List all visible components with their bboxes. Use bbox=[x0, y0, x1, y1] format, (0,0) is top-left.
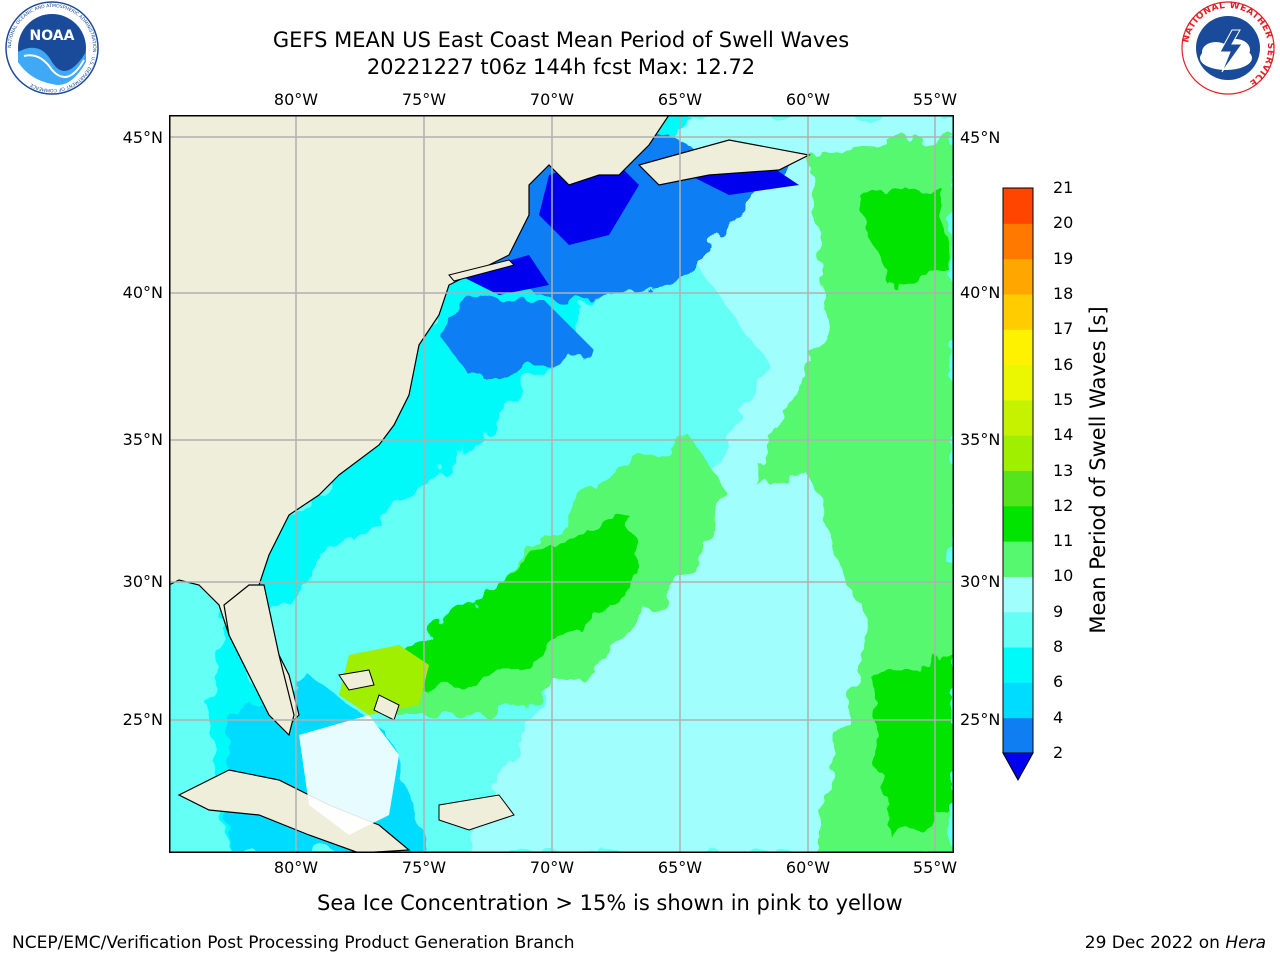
lat-tick-left: 30°N bbox=[122, 572, 163, 591]
lat-tick-right: 30°N bbox=[960, 572, 1001, 591]
contour-below-2-li bbox=[459, 255, 549, 295]
land-florida bbox=[223, 584, 295, 737]
credit-right: 29 Dec 2022 on Hera bbox=[1085, 933, 1266, 953]
colorbar-tick-label: 14 bbox=[1053, 425, 1074, 445]
bahamas-banks bbox=[299, 715, 399, 835]
colorbar-tick-label: 17 bbox=[1053, 319, 1074, 339]
colorbar-bin bbox=[1003, 541, 1033, 577]
colorbar-bin bbox=[1003, 329, 1033, 366]
colorbar-tick-label: 16 bbox=[1053, 354, 1074, 374]
contour-8-9-center bbox=[589, 475, 869, 853]
colorbar-tick-label: 6 bbox=[1053, 672, 1064, 692]
noaa-logo: NOAA NATIONAL OCEANIC AND ATMOSPHERIC AD… bbox=[5, 1, 99, 95]
lat-tick-right: 35°N bbox=[960, 430, 1001, 449]
colorbar-tick-label: 19 bbox=[1053, 248, 1074, 268]
colorbar-tick-label: 10 bbox=[1053, 566, 1074, 586]
lat-tick-right: 40°N bbox=[960, 283, 1001, 302]
colorbar-tick-label: 2 bbox=[1053, 743, 1064, 762]
colorbar-bin bbox=[1003, 293, 1033, 330]
credit-left: NCEP/EMC/Verification Post Processing Pr… bbox=[12, 933, 575, 953]
lat-tick-left: 40°N bbox=[122, 283, 163, 302]
land-long-island bbox=[448, 259, 515, 282]
lon-tick-top: 80°W bbox=[273, 90, 319, 109]
lat-tick-left: 25°N bbox=[122, 710, 163, 729]
colorbar-bin bbox=[1003, 470, 1033, 507]
lat-tick-left: 35°N bbox=[122, 430, 163, 449]
colorbar-tick-label: 15 bbox=[1053, 389, 1074, 409]
colorbar bbox=[1002, 187, 1034, 782]
lon-tick-bottom: 55°W bbox=[912, 858, 958, 877]
lon-tick-bottom: 80°W bbox=[273, 858, 319, 877]
footnote: Sea Ice Concentration > 15% is shown in … bbox=[317, 891, 903, 915]
nws-logo: NATIONAL WEATHER SERVICE bbox=[1181, 1, 1275, 95]
colorbar-label: Mean Period of Swell Waves [s] bbox=[1086, 306, 1110, 634]
plot-title: GEFS MEAN US East Coast Mean Period of S… bbox=[272, 28, 850, 52]
lon-tick-bottom: 70°W bbox=[529, 858, 575, 877]
credit-date: 29 Dec 2022 on bbox=[1084, 933, 1226, 953]
colorbar-tick-label: 9 bbox=[1053, 601, 1064, 621]
land-nova-scotia bbox=[637, 139, 811, 186]
colorbar-bin bbox=[1003, 682, 1033, 719]
bahamas-island bbox=[338, 669, 375, 691]
lon-tick-top: 60°W bbox=[785, 90, 831, 109]
colorbar-bin bbox=[1003, 399, 1033, 436]
graticule bbox=[169, 115, 954, 853]
lon-tick-top: 70°W bbox=[529, 90, 575, 109]
colorbar-bin bbox=[1003, 505, 1033, 542]
colorbar-bin bbox=[1003, 435, 1033, 471]
credit-machine: Hera bbox=[1225, 933, 1266, 953]
colorbar-tick-label: 4 bbox=[1053, 707, 1064, 727]
lat-tick-right: 45°N bbox=[960, 128, 1001, 147]
noaa-logo-text: NOAA bbox=[30, 28, 75, 44]
contour-12-13 bbox=[339, 645, 429, 715]
colorbar-tick-label: 11 bbox=[1053, 531, 1074, 551]
colorbar-bin bbox=[1003, 611, 1033, 648]
contour-10-11-ne bbox=[859, 185, 954, 285]
hispaniola bbox=[438, 794, 515, 831]
colorbar-bin bbox=[1003, 364, 1033, 401]
lat-tick-left: 45°N bbox=[122, 128, 163, 147]
lon-tick-top: 55°W bbox=[912, 90, 958, 109]
colorbar-bin bbox=[1003, 188, 1033, 224]
colorbar-bin bbox=[1003, 223, 1033, 260]
contour-10-11-center bbox=[369, 515, 639, 695]
colorbar-bin bbox=[1003, 258, 1033, 295]
swell-period-map bbox=[169, 115, 954, 853]
colorbar-tick-label: 20 bbox=[1053, 213, 1074, 233]
plot-subtitle: 20221227 t06z 144h fcst Max: 12.72 bbox=[366, 55, 756, 79]
colorbar-tick-label: 12 bbox=[1053, 495, 1074, 515]
colorbar-tick-label: 8 bbox=[1053, 637, 1064, 657]
colorbar-bin bbox=[1003, 647, 1033, 683]
lon-tick-bottom: 60°W bbox=[785, 858, 831, 877]
colorbar-bin bbox=[1003, 576, 1033, 613]
colorbar-bin bbox=[1003, 717, 1033, 754]
contour-10-11-east bbox=[869, 655, 954, 835]
colorbar-tick-label: 21 bbox=[1053, 178, 1074, 197]
lon-tick-bottom: 75°W bbox=[401, 858, 447, 877]
colorbar-under-triangle bbox=[1002, 752, 1034, 782]
lat-tick-right: 25°N bbox=[960, 710, 1001, 729]
colorbar-tick-label: 13 bbox=[1053, 460, 1074, 480]
lon-tick-top: 65°W bbox=[657, 90, 703, 109]
lon-tick-bottom: 65°W bbox=[657, 858, 703, 877]
colorbar-tick-label: 18 bbox=[1053, 283, 1074, 303]
lon-tick-top: 75°W bbox=[401, 90, 447, 109]
